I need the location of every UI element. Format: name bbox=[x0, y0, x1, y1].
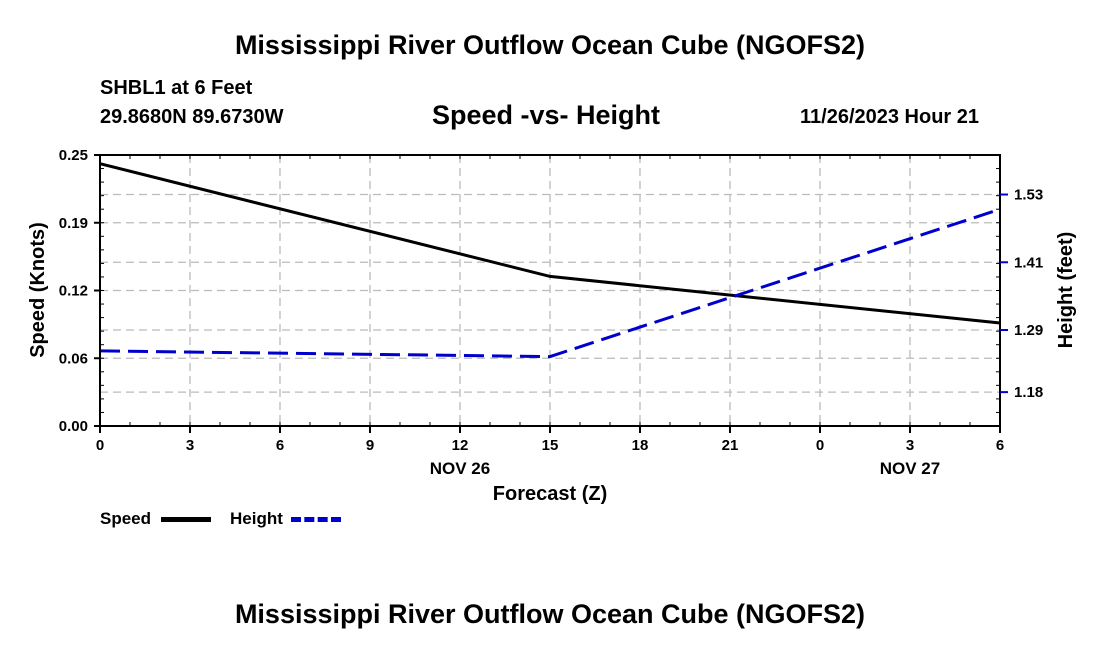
y2-tick-label: 1.18 bbox=[1014, 384, 1043, 401]
legend-height-swatch bbox=[291, 517, 341, 522]
series-line-speed bbox=[99, 162, 1001, 325]
x-tick-label: 18 bbox=[632, 437, 649, 454]
x-axis-label: Forecast (Z) bbox=[493, 483, 607, 505]
x-tick-label: 3 bbox=[906, 437, 914, 454]
x-tick-label: 3 bbox=[186, 437, 194, 454]
date-label: NOV 26 bbox=[430, 459, 490, 478]
y-tick-label: 0.19 bbox=[59, 215, 88, 232]
y2-tick-label: 1.53 bbox=[1014, 187, 1043, 204]
chart-subtitle: Speed -vs- Height bbox=[432, 100, 661, 130]
x-tick-label: 21 bbox=[722, 437, 739, 454]
x-tick-label: 6 bbox=[996, 437, 1004, 454]
legend-speed-label: Speed bbox=[100, 509, 152, 528]
y2-tick-label: 1.41 bbox=[1014, 254, 1043, 271]
y-tick-label: 0.00 bbox=[59, 418, 88, 435]
axes: 0 3 6 9 12 15 18 21 0 3 6 NOV 26 NOV 27 0.00 0.06 0.12 0… bbox=[59, 147, 1043, 478]
x-tick-label: 6 bbox=[276, 437, 284, 454]
chart-title: Mississippi River Outflow Ocean Cube (NG… bbox=[234, 30, 866, 60]
y-tick-label: 0.25 bbox=[59, 147, 88, 164]
x-tick-label: 12 bbox=[452, 437, 469, 454]
second-chart-title: Mississippi River Outflow Ocean Cube (NG… bbox=[234, 599, 866, 629]
station-coordinates: 29.8680N 89.6730W bbox=[100, 106, 284, 128]
x-tick-label: 15 bbox=[542, 437, 559, 454]
y-tick-label: 0.06 bbox=[59, 350, 88, 367]
y2-tick-label: 1.29 bbox=[1014, 322, 1043, 339]
y-axis-label: Speed (Knots) bbox=[27, 222, 49, 358]
series-line-height bbox=[99, 207, 1001, 359]
legend-speed-swatch bbox=[161, 517, 211, 522]
series-layer bbox=[99, 162, 1001, 359]
x-tick-label: 9 bbox=[366, 437, 374, 454]
station-label: SHBL1 at 6 Feet bbox=[100, 77, 253, 99]
x-tick-label: 0 bbox=[816, 437, 824, 454]
forecast-datetime: 11/26/2023 Hour 21 bbox=[800, 106, 980, 128]
grid bbox=[100, 155, 1000, 426]
x-tick-label: 0 bbox=[96, 437, 104, 454]
date-label: NOV 27 bbox=[880, 459, 940, 478]
y-tick-label: 0.12 bbox=[59, 283, 88, 300]
y2-axis-label: Height (feet) bbox=[1055, 232, 1077, 349]
legend-height-label: Height bbox=[230, 509, 283, 528]
